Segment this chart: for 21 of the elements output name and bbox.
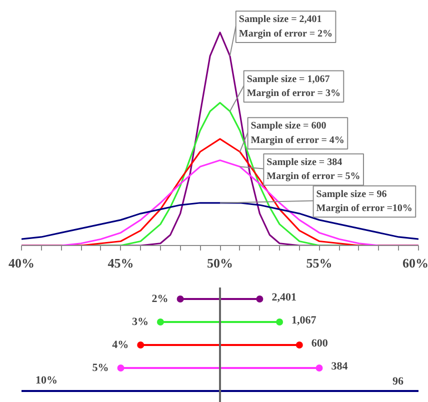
series-label: Sample size = 384 Margin of error = 5%	[266, 156, 360, 182]
series-label: Sample size = 2,401 Margin of error = 2%	[238, 14, 333, 40]
series-label: Sample size = 96 Margin of error =10%	[316, 188, 412, 214]
x-tick-label: 55%	[306, 256, 332, 270]
annotation: 384	[331, 360, 348, 373]
annotation: 2%	[152, 293, 168, 305]
annotation: 600	[311, 338, 328, 350]
annotation: 3%	[132, 316, 148, 328]
series-label: Sample size = 600 Margin of error = 4%	[250, 120, 344, 146]
bar	[22, 390, 418, 392]
annotation: 1,067	[292, 314, 317, 327]
annotation: 2,401	[272, 292, 296, 304]
x-tick-label: 60%	[402, 256, 428, 270]
text: Sample size = 1,067 Margin of error = 3%	[246, 74, 340, 100]
annotation: 4%	[112, 339, 129, 351]
annotation: 5%	[92, 362, 109, 374]
x-tick-label: 40%	[8, 256, 34, 270]
x-tick-label: 50%	[207, 256, 233, 270]
x-tick-label: 45%	[108, 256, 134, 270]
annotation: 96	[392, 376, 404, 388]
annotation: 10%	[36, 374, 58, 387]
